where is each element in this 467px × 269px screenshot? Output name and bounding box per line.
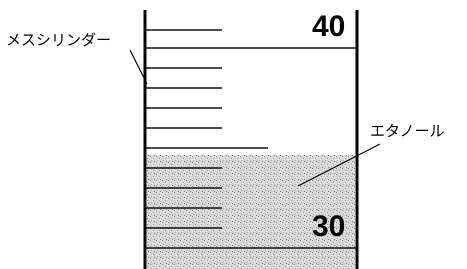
diagram: 40 30 メスシリンダー エタノール <box>0 0 467 269</box>
scale-label: 40 <box>312 10 345 43</box>
page: 40 30 メスシリンダー エタノール (() => { const data … <box>0 0 467 269</box>
cylinder-label: メスシリンダー <box>6 31 111 49</box>
liquid-label: エタノール <box>370 122 445 140</box>
scale-label: 30 <box>312 210 345 243</box>
